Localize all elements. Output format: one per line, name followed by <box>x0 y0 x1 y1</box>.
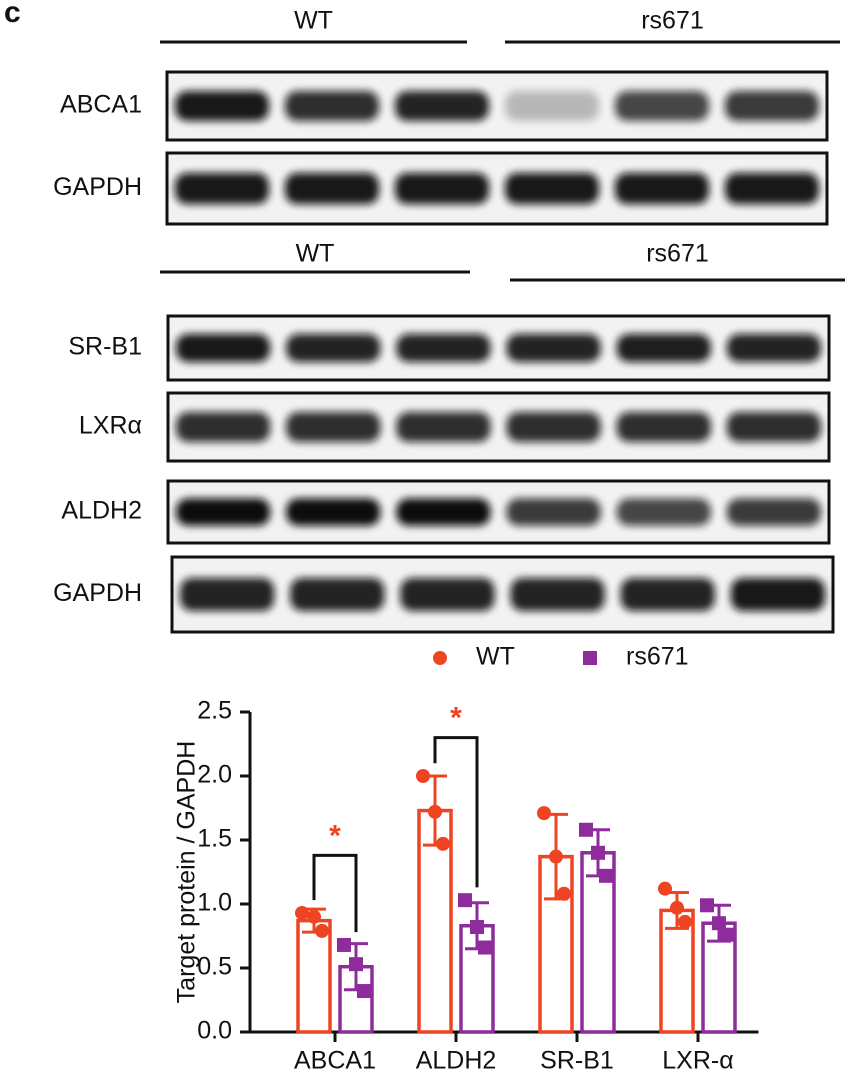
blot-band <box>400 578 495 611</box>
blot-band <box>396 333 491 363</box>
y-tick-label: 1.5 <box>197 825 232 853</box>
row-label: SR-B1 <box>68 333 142 361</box>
blot-band <box>726 498 821 526</box>
data-point <box>349 957 363 972</box>
data-point <box>307 909 321 924</box>
blot-box <box>166 314 831 382</box>
blot-box <box>166 479 831 545</box>
blot-band <box>506 333 601 363</box>
blot-band <box>726 412 821 442</box>
data-point <box>557 886 571 901</box>
x-tick-label: ABCA1 <box>294 1047 376 1075</box>
data-point <box>470 920 484 935</box>
data-point <box>549 849 563 864</box>
data-point <box>416 769 430 783</box>
blot-band <box>175 172 269 205</box>
data-point <box>700 898 714 913</box>
row-label: ALDH2 <box>61 497 142 525</box>
y-tick-label: 0.5 <box>197 953 232 981</box>
blot-band <box>285 172 379 205</box>
blot-band <box>725 91 819 121</box>
blot-band <box>396 498 491 526</box>
significance-label: * <box>450 702 462 735</box>
blot-band <box>616 333 711 363</box>
data-point <box>720 927 734 942</box>
data-point <box>658 881 672 896</box>
data-point <box>670 900 684 915</box>
blot-band <box>285 91 379 121</box>
blot-band <box>615 172 709 205</box>
legend-marker <box>433 651 447 665</box>
blot-band <box>730 578 825 611</box>
data-point <box>591 845 605 860</box>
significance-label: * <box>329 819 341 852</box>
blot-band <box>286 412 381 442</box>
data-point <box>599 868 613 883</box>
blot-box <box>165 70 829 142</box>
row-label: GAPDH <box>53 173 142 201</box>
blot-band <box>616 498 711 526</box>
y-tick-label: 1.0 <box>197 889 232 917</box>
x-tick-label: SR-B1 <box>540 1047 614 1075</box>
group-label: WT <box>296 240 335 268</box>
blot-band <box>616 412 711 442</box>
blot-box <box>166 391 831 463</box>
row-label: ABCA1 <box>60 91 142 119</box>
blot-band <box>396 412 491 442</box>
blot-box <box>170 555 835 634</box>
group-label: rs671 <box>646 240 709 268</box>
x-tick-label: ALDH2 <box>416 1047 497 1075</box>
blot-box <box>165 151 829 226</box>
blot-band <box>286 333 381 363</box>
data-point <box>458 893 472 908</box>
group-label: WT <box>294 7 333 35</box>
blot-band <box>175 91 269 121</box>
blot-band <box>176 412 271 442</box>
bar <box>296 918 332 1034</box>
significance-bracket <box>433 736 479 888</box>
data-point <box>537 806 551 821</box>
blot-band <box>395 91 489 121</box>
data-point <box>337 937 351 952</box>
x-tick-label: LXR-α <box>662 1047 733 1075</box>
data-point <box>436 836 450 851</box>
blot-band <box>395 172 489 205</box>
data-point <box>579 822 593 837</box>
group-label: rs671 <box>641 7 704 35</box>
blot-band <box>506 412 601 442</box>
blot-band <box>726 333 821 363</box>
data-point <box>478 940 492 955</box>
blot-band <box>510 578 605 611</box>
blot-band <box>620 578 715 611</box>
legend-label: WT <box>476 643 515 671</box>
row-label: GAPDH <box>53 579 142 607</box>
significance-bracket <box>312 853 358 933</box>
bar <box>659 908 695 1034</box>
data-point <box>357 984 371 999</box>
blot-band <box>505 91 599 121</box>
y-axis-label: Target protein / GAPDH <box>173 741 201 1004</box>
y-tick-label: 0.0 <box>197 1017 232 1045</box>
blot-band <box>506 498 601 526</box>
data-point <box>315 923 329 938</box>
row-label: LXRα <box>79 412 142 440</box>
legend-label: rs671 <box>626 643 689 671</box>
blot-band <box>505 172 599 205</box>
panel-label: c <box>4 0 21 29</box>
blot-band <box>286 498 381 526</box>
blot-band <box>180 578 275 611</box>
y-tick-label: 2.5 <box>197 697 232 725</box>
data-point <box>712 916 726 931</box>
blot-band <box>290 578 385 611</box>
data-point <box>295 905 309 920</box>
blot-band <box>176 333 271 363</box>
blot-band <box>176 498 271 526</box>
y-tick-label: 2.0 <box>197 761 232 789</box>
blot-band <box>615 91 709 121</box>
legend-marker <box>583 651 597 665</box>
data-point <box>678 914 692 929</box>
blot-band <box>725 172 819 205</box>
data-point <box>428 804 442 819</box>
